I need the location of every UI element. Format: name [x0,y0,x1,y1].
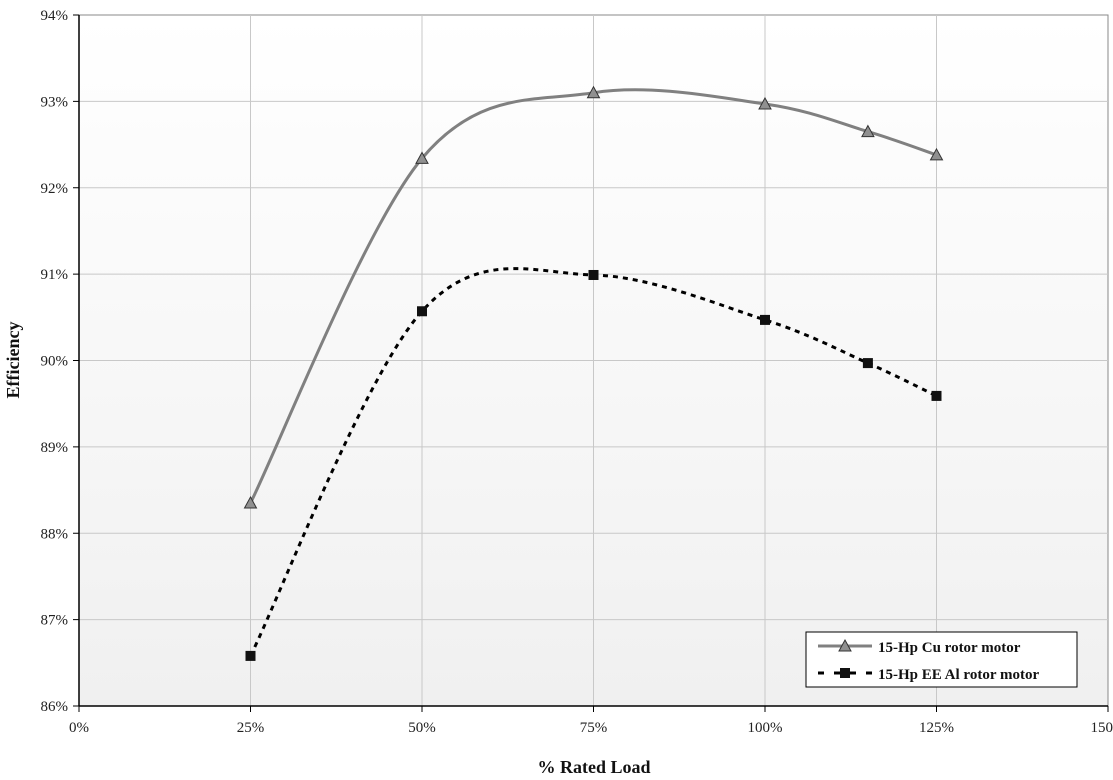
legend-square-marker [840,668,850,678]
triangle-data-point [929,147,944,161]
y-tick-label: 89% [41,440,69,456]
legend-label-al: 15-Hp EE Al rotor motor [878,667,1039,683]
x-tick-label: 125% [919,720,954,736]
triangle-data-point [586,85,601,99]
square-data-point [417,306,427,317]
y-tick-label: 90% [41,354,69,370]
y-tick-label: 93% [41,94,69,110]
legend-triangle-marker [838,638,852,652]
square-data-point [760,314,770,325]
x-axis-title: % Rated Load [537,757,650,777]
y-tick-label: 94% [41,8,69,24]
x-tick-label: 75% [580,720,608,736]
triangle-data-point [243,495,258,509]
legend: 15-Hp Cu rotor motor 15-Hp EE Al rotor m… [805,631,1078,688]
x-tick-label: 25% [237,720,265,736]
x-tick-label: 150% [1091,720,1113,736]
legend-label-cu: 15-Hp Cu rotor motor [878,640,1021,656]
square-data-point [862,358,873,369]
triangle-data-point [758,96,772,110]
triangle-data-point [415,151,429,164]
triangle-data-point [861,124,875,138]
y-tick-label: 87% [41,613,69,629]
y-tick-label: 86% [41,699,69,715]
y-axis-title: Efficiency [3,322,23,399]
y-tick-label: 92% [41,181,69,197]
square-data-point [245,650,256,661]
square-data-point [931,390,942,401]
x-tick-label: 50% [408,720,436,736]
y-tick-label: 88% [41,526,69,542]
y-tick-label: 91% [41,267,69,283]
x-tick-label: 100% [748,720,783,736]
square-data-point [588,269,599,280]
x-tick-label: 0% [69,720,89,736]
